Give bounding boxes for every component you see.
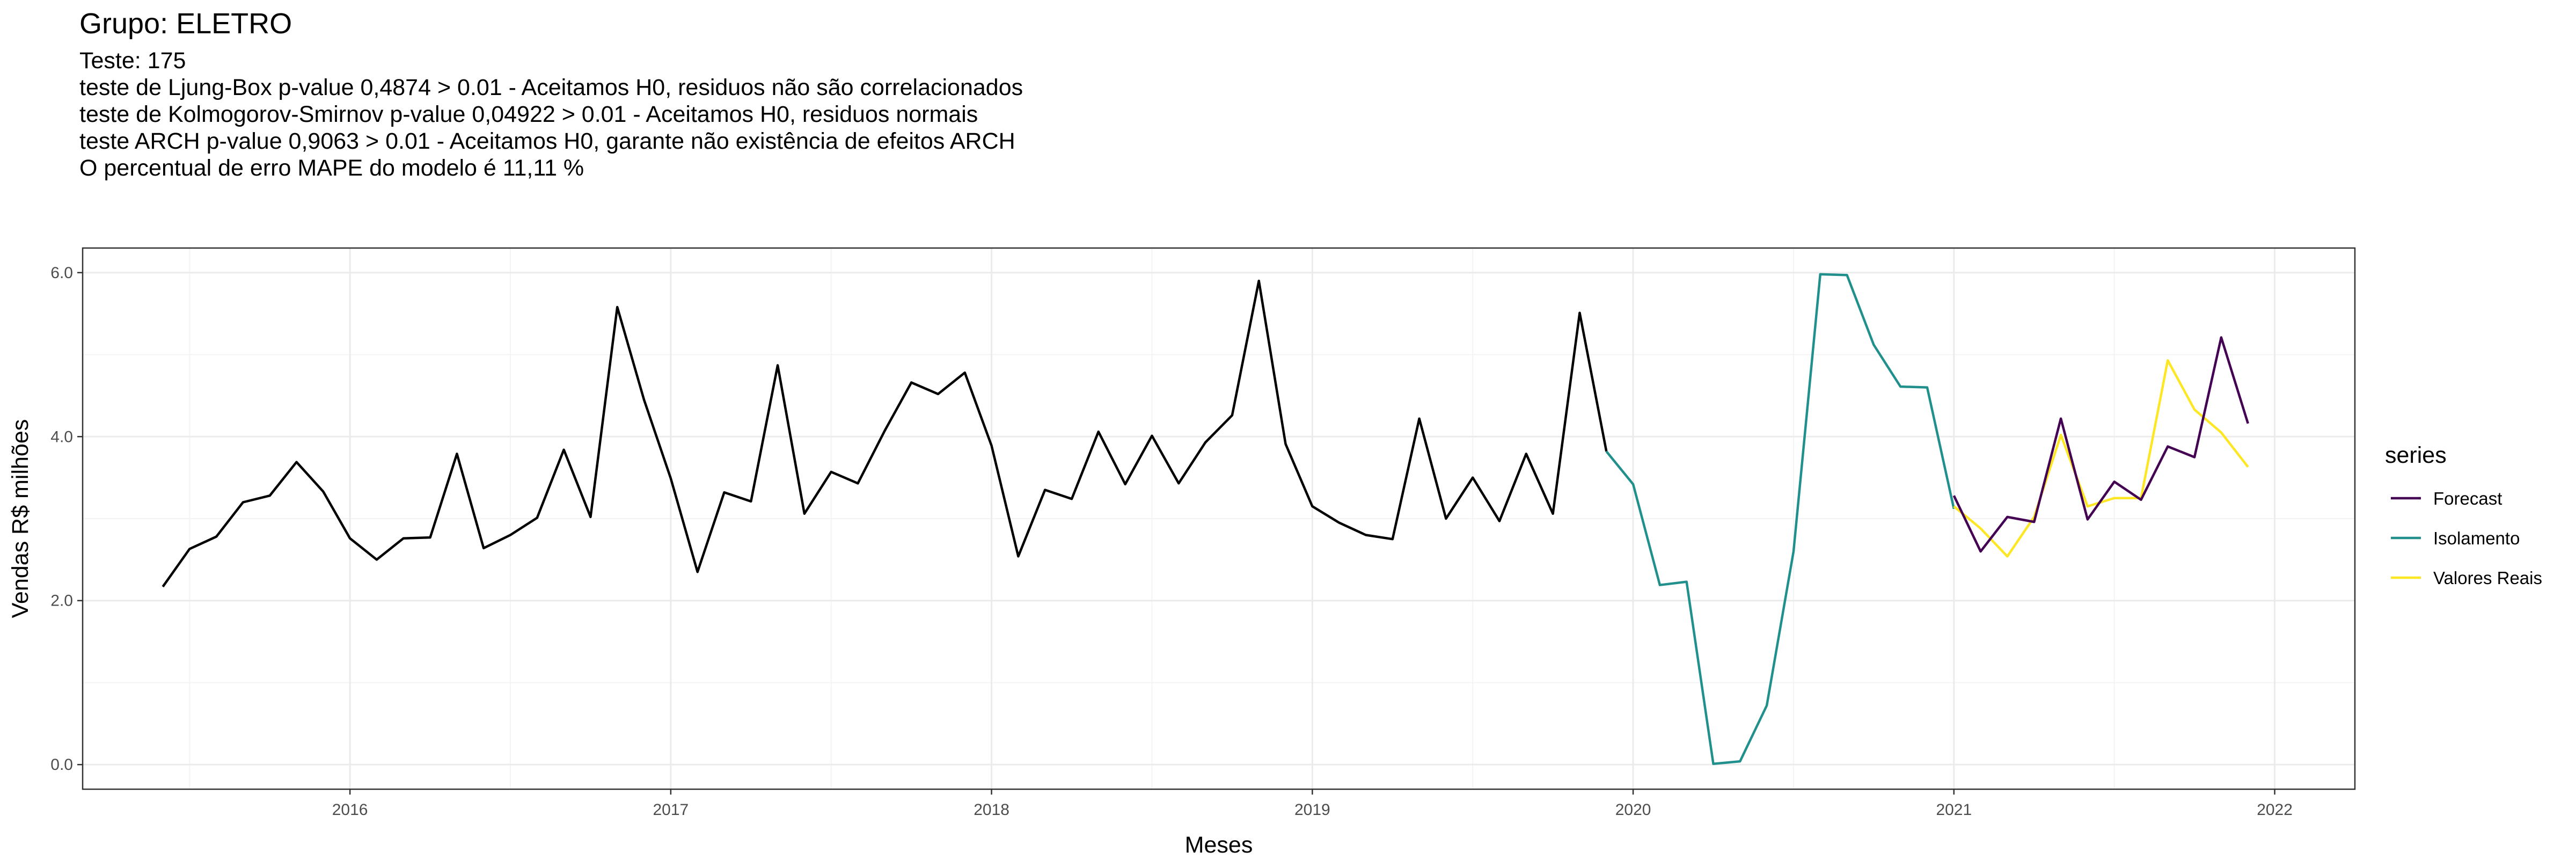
series-line-valores-reais [1953,359,2249,558]
x-axis-label: Meses [1185,832,1253,858]
subtitle-line-ljung-box: teste de Ljung-Box p-value 0,4874 > 0.01… [79,75,1023,100]
chart-title: Grupo: ELETRO [79,8,292,40]
subtitle-line-kolmogorov-smirnov: teste de Kolmogorov-Smirnov p-value 0,04… [79,101,978,127]
x-tick-label: 2016 [332,801,368,819]
x-tick-label: 2021 [1936,801,1972,819]
panel-border [82,247,2356,790]
series-line-isolamento [1605,273,1955,765]
chart-subtitle: Teste: 175 teste de Ljung-Box p-value 0,… [79,47,1023,181]
series-lines [162,273,2249,765]
x-tick-label: 2019 [1294,801,1330,819]
y-axis-label: Vendas R$ milhões [8,419,33,618]
subtitle-line-test: Teste: 175 [79,48,186,74]
x-tick-label: 2022 [2257,801,2293,819]
subtitle-line-arch: teste ARCH p-value 0,9063 > 0.01 - Aceit… [79,128,1015,154]
legend: series Forecast Isolamento Valores Reais [2385,442,2542,588]
y-tick-label: 6.0 [50,264,73,282]
grid-lines [83,248,2355,789]
x-tick-label: 2020 [1615,801,1651,819]
series-line-history [162,279,1608,588]
legend-label-isolamento: Isolamento [2433,528,2520,548]
axis-ticks: 0.0 2.0 4.0 6.0 2016 2017 2018 2019 2020 2021 2022 [50,264,2293,819]
y-tick-label: 2.0 [50,592,73,610]
series-line-forecast [1952,336,2249,553]
x-tick-label: 2017 [653,801,689,819]
legend-label-valores-reais: Valores Reais [2433,568,2542,588]
x-tick-label: 2018 [974,801,1009,819]
legend-label-forecast: Forecast [2433,489,2502,508]
subtitle-line-mape: O percentual de erro MAPE do modelo é 11… [79,155,584,181]
y-tick-label: 4.0 [50,428,73,446]
y-tick-label: 0.0 [50,756,73,774]
legend-title: series [2385,442,2447,468]
